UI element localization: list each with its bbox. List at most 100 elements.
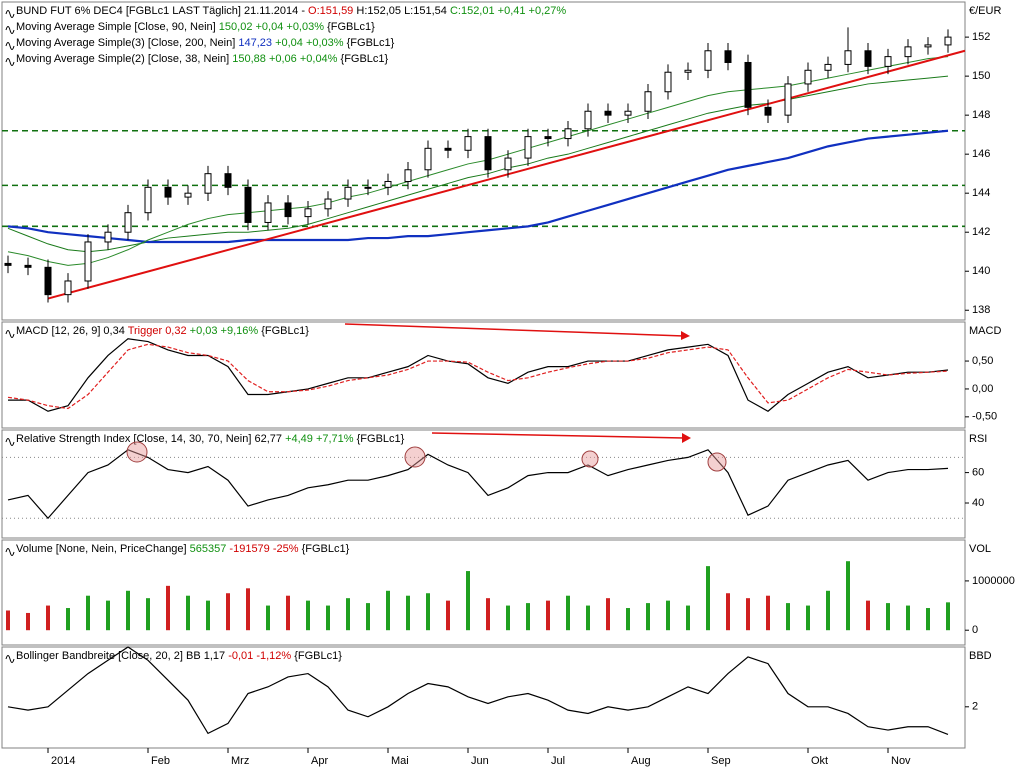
candle-body [284,202,292,218]
volume-bar [606,598,610,631]
candle-body [424,147,432,171]
legend-part: {FGBLc1} [347,37,395,49]
volume-bar [6,610,10,631]
x-tick-label: Jun [471,755,489,767]
volume-bar [426,593,430,631]
legend-part: BUND FUT 6% DEC4 [FGBLc1 LAST Täglich] 2… [16,5,308,17]
series-line [7,449,949,520]
volume-bar [926,608,930,631]
legend-part: +0,04 +0,03% [256,21,328,33]
volume-bar [726,593,730,631]
volume-bar [286,595,290,631]
candle-body [84,241,92,282]
candle-body [484,136,492,171]
y-tick-label: 152 [972,31,990,43]
legend-part: {FGBLc1} [302,543,350,555]
volume-bar [846,561,850,631]
axis-unit-label: VOL [969,543,991,555]
candle-body [364,186,372,189]
axis-unit-label: BBD [969,650,992,662]
highlight-circle [126,441,148,463]
series-line [8,338,949,412]
legend-text: MACD [12, 26, 9] 0,34 Trigger 0,32 +0,03… [16,325,309,337]
legend-icon [5,438,15,446]
legend-part: Bollinger Bandbreite [Close, 20, 2] BB 1… [16,650,228,662]
panel-frame [1,429,966,539]
y-tick-label: 0,00 [972,383,993,395]
y-tick-label: 148 [972,109,990,121]
y-tick-label: 146 [972,148,990,160]
legend-part: H:152,05 L:151,54 [353,5,450,17]
y-tick-label: 150 [972,70,990,82]
legend-part: {FGBLc1} [357,433,405,445]
candle-body [64,280,72,296]
legend-part: +4,49 +7,71% [285,433,357,445]
volume-bar [626,608,630,631]
candle-body [684,69,692,73]
volume-bar [526,603,530,631]
candle-body [704,50,712,71]
volume-bar [46,605,50,631]
legend-icon [5,330,15,338]
volume-bar [566,595,570,631]
y-tick-label: 40 [972,497,984,509]
y-tick-label: 142 [972,226,990,238]
volume-bar [446,600,450,631]
volume-bar [766,595,770,631]
legend-icon [5,10,15,18]
legend-part: {FGBLc1} [261,325,309,337]
volume-bar [306,600,310,631]
x-tick-label: Okt [811,755,828,767]
candle-body [24,264,32,268]
candle-body [844,50,852,65]
volume-bar [386,590,390,631]
volume-bar [126,590,130,631]
candle-body [344,186,352,200]
candle-body [564,128,572,140]
y-tick-label: -0,50 [972,411,997,423]
series-line [7,646,949,735]
candle-body [764,106,772,116]
volume-bar [706,566,710,631]
volume-bar [166,585,170,631]
axis-unit-label: RSI [969,433,987,445]
candle-body [224,173,232,188]
volume-bar [586,605,590,631]
panel-frame [1,321,966,429]
candle-body [44,266,52,296]
x-tick-label: Feb [151,755,170,767]
legend-icon [5,548,15,556]
x-tick-label: Jul [551,755,565,767]
arrow-head [682,433,691,443]
candle-body [464,136,472,151]
series-line [7,75,949,253]
candle-body [824,63,832,71]
volume-bar [186,595,190,631]
series-line [7,56,949,266]
candle-body [144,186,152,214]
x-tick-label: Sep [711,755,731,767]
legend-text: Volume [None, Nein, PriceChange] 565357 … [16,543,350,555]
candle-body [884,56,892,67]
volume-bar [486,598,490,631]
volume-bar [206,600,210,631]
y-tick-label: 0 [972,624,978,636]
legend-part: {FGBLc1} [294,650,342,662]
x-tick-label: Aug [631,755,651,767]
x-tick-label: Mai [391,755,409,767]
annotation-arrow [431,432,685,439]
legend-part: -0,01 -1,12% [228,650,294,662]
candle-body [404,169,412,182]
volume-bar [686,605,690,631]
legend-series-name: Moving Average Simple [Close, 90, Nein] [16,21,219,33]
candle-body [504,157,512,171]
legend-part: {FGBLc1} [327,21,375,33]
arrow-head [681,331,690,340]
candle-body [784,83,792,116]
candle-body [924,44,932,48]
axis-unit-label: €/EUR [969,5,1001,17]
axis-unit-label: MACD [969,325,1001,337]
legend-text: Bollinger Bandbreite [Close, 20, 2] BB 1… [16,650,342,662]
y-tick-label: 140 [972,265,990,277]
